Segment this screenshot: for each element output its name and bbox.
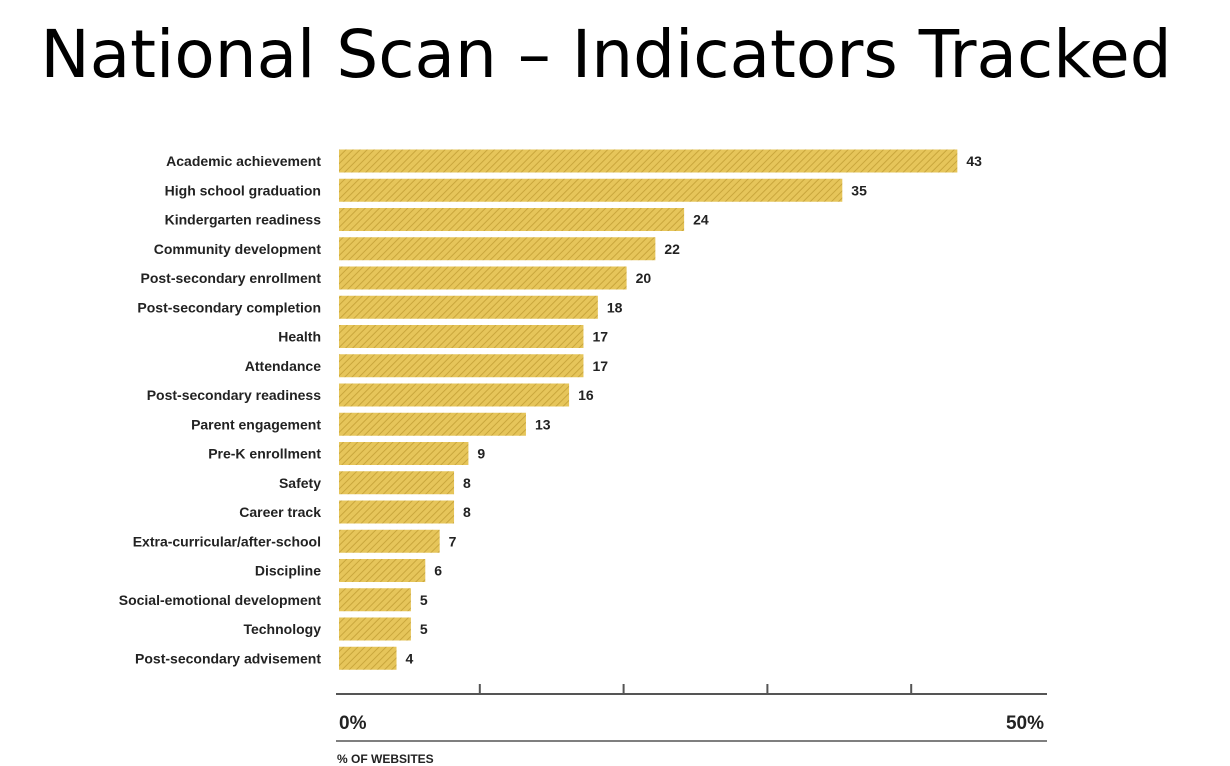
bar-row: Health 17 (278, 325, 608, 348)
category-label: Pre-K enrollment (208, 446, 321, 462)
bar-row: High school graduation 35 (165, 178, 867, 202)
bar-row: Safety 8 (279, 471, 471, 495)
value-label: 20 (636, 270, 652, 286)
bar (339, 178, 843, 202)
bar-row: Attendance 17 (245, 354, 608, 378)
value-label: 5 (420, 621, 428, 637)
value-label: 8 (463, 475, 471, 491)
category-label: Extra-curricular/after-school (133, 533, 321, 549)
bar (339, 266, 627, 290)
value-label: 7 (449, 533, 457, 549)
bar (339, 529, 440, 553)
bar (339, 559, 426, 582)
value-label: 16 (578, 387, 594, 403)
bar (339, 442, 469, 465)
bar-row: Pre-K enrollment 9 (208, 442, 485, 465)
x-axis: 0% 50% % OF WEBSITES (336, 684, 1047, 766)
value-label: 4 (406, 650, 414, 666)
category-label: Community development (154, 241, 322, 257)
bar (339, 237, 656, 261)
bar-row: Extra-curricular/after-school 7 (133, 529, 457, 553)
value-label: 8 (463, 504, 471, 520)
bar (339, 295, 598, 319)
tick-label-max: 50% (1006, 713, 1044, 734)
value-label: 24 (693, 212, 709, 228)
bar (339, 588, 411, 612)
bar-row: Parent engagement 13 (191, 412, 551, 436)
category-label: Discipline (255, 563, 321, 579)
bar-row: Community development 22 (154, 237, 680, 261)
category-label: Parent engagement (191, 416, 321, 432)
value-label: 22 (664, 241, 680, 257)
bar (339, 149, 958, 173)
value-label: 18 (607, 299, 623, 315)
value-label: 13 (535, 416, 551, 432)
bar-row: Post-secondary enrollment 20 (141, 266, 652, 290)
bars-group: Academic achievement 43 High school gradua… (119, 149, 982, 670)
bar-row: Technology 5 (243, 617, 428, 641)
category-label: Safety (279, 475, 321, 491)
bar-row: Post-secondary readiness 16 (147, 383, 594, 407)
value-label: 43 (966, 153, 982, 169)
bar (339, 471, 455, 495)
category-label: High school graduation (165, 182, 321, 198)
category-label: Post-secondary completion (137, 299, 321, 315)
category-label: Post-secondary advisement (135, 650, 321, 666)
value-label: 17 (592, 329, 608, 345)
bar-row: Career track 8 (239, 500, 471, 524)
bar (339, 412, 526, 436)
tick-label-min: 0% (339, 713, 367, 734)
bar (339, 354, 584, 378)
slide-title: National Scan – Indicators Tracked (40, 16, 1172, 93)
category-label: Health (278, 329, 321, 345)
category-label: Career track (239, 504, 321, 520)
value-label: 35 (851, 182, 867, 198)
bar-row: Social-emotional development 5 (119, 588, 428, 612)
category-label: Post-secondary readiness (147, 387, 322, 403)
category-label: Technology (243, 621, 321, 637)
x-axis-title: % OF WEBSITES (337, 752, 434, 766)
bar-row: Discipline 6 (255, 559, 442, 582)
bar-row: Kindergarten readiness 24 (165, 208, 709, 231)
bar (339, 617, 411, 641)
value-label: 6 (434, 563, 442, 579)
category-label: Academic achievement (166, 153, 321, 169)
bar (339, 383, 570, 407)
bar-row: Academic achievement 43 (166, 149, 982, 173)
bar (339, 325, 584, 348)
value-label: 17 (592, 358, 608, 374)
bar (339, 208, 685, 231)
bar-row: Post-secondary advisement 4 (135, 646, 414, 670)
category-label: Attendance (245, 358, 321, 374)
value-label: 5 (420, 592, 428, 608)
category-label: Kindergarten readiness (165, 212, 322, 228)
bar (339, 646, 397, 670)
bar (339, 500, 455, 524)
bar-row: Post-secondary completion 18 (137, 295, 623, 319)
category-label: Post-secondary enrollment (141, 270, 322, 286)
category-label: Social-emotional development (119, 592, 322, 608)
value-label: 9 (477, 446, 485, 462)
